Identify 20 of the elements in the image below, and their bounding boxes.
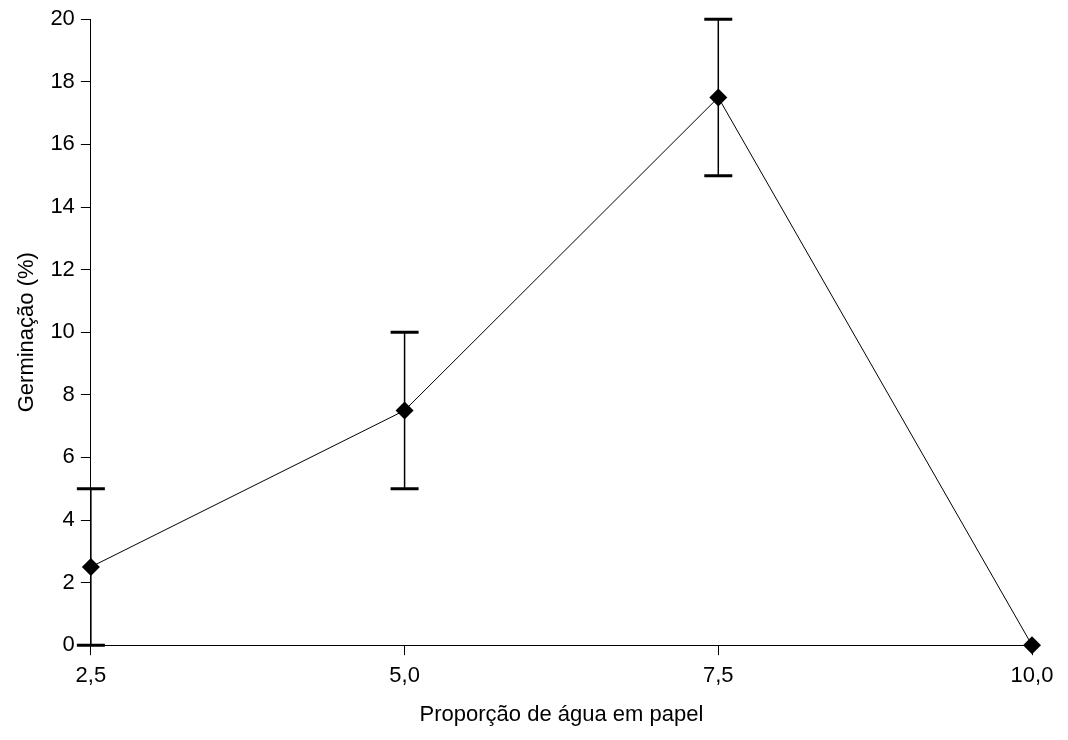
y-tick-label: 10 [50, 318, 75, 344]
point [709, 88, 728, 107]
y-tick-label: 8 [62, 380, 75, 406]
y-tick-label: 6 [62, 443, 75, 469]
y-tick-label: 18 [50, 67, 75, 93]
y-tick-label: 4 [62, 506, 75, 532]
point [395, 401, 414, 420]
x-tick-label: 2,5 [75, 662, 107, 688]
y-tick-label: 2 [62, 568, 75, 594]
point [1023, 636, 1041, 655]
y-tick-label: 20 [50, 5, 75, 31]
x-tick-label: 7,5 [702, 662, 734, 688]
x-axis-title: Proporção de água em papel [419, 700, 704, 726]
y-axis-title: Germinação (%) [13, 252, 39, 413]
x-tick-label: 5,0 [389, 662, 420, 688]
y-tick-label: 16 [50, 130, 75, 156]
y-tick-label: 12 [50, 255, 75, 281]
x-tick-label: 10,0 [1010, 662, 1054, 688]
y-tick-label: 0 [62, 631, 75, 657]
y-tick-label: 14 [50, 193, 75, 219]
